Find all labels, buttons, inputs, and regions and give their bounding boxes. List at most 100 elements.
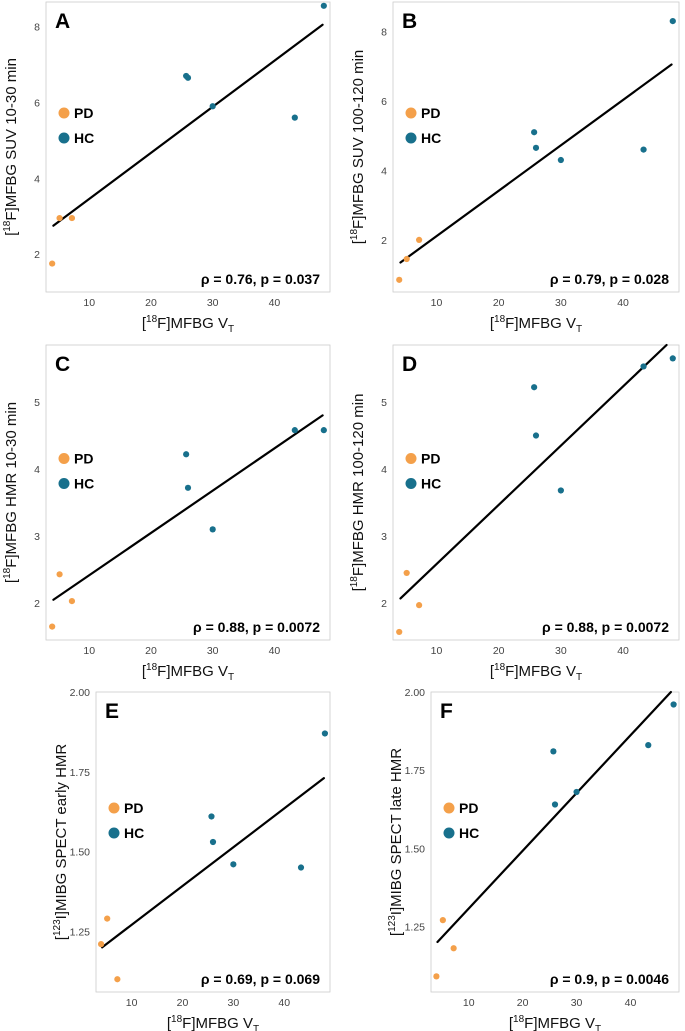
plot-frame	[45, 344, 331, 641]
point-hc	[320, 427, 327, 434]
x-tick-label: 40	[617, 297, 629, 309]
y-tick-label: 1.25	[405, 921, 426, 933]
x-tick-label: 10	[431, 645, 443, 657]
x-tick-label: 10	[83, 297, 95, 309]
point-hc	[550, 748, 557, 755]
point-pd	[396, 628, 403, 636]
x-tick-label: 10	[431, 297, 443, 309]
y-tick-label: 1.50	[70, 847, 91, 859]
legend-marker-hc	[108, 827, 120, 839]
correlation-stat: ρ = 0.88, p = 0.0072	[193, 619, 320, 635]
point-pd	[97, 941, 105, 948]
y-tick-label: 3	[381, 531, 387, 543]
point-hc	[531, 129, 538, 136]
point-hc	[297, 864, 305, 871]
y-tick-label: 1.75	[405, 765, 426, 777]
legend-marker-hc	[405, 132, 417, 144]
y-tick-label: 1.50	[405, 843, 426, 855]
point-hc	[230, 861, 237, 868]
legend-marker-pd	[443, 802, 455, 814]
point-hc	[645, 742, 652, 749]
panel-e: 10 20 30 40 1.25 1.50 1.75 2.00 [18F]MFBG VT [123…	[52, 687, 331, 1031]
point-hc	[557, 487, 564, 494]
legend-label-hc: HC	[421, 130, 441, 146]
point-hc	[320, 2, 327, 9]
regression-line	[52, 23, 324, 227]
y-tick-label: 4	[381, 165, 387, 177]
y-tick-label: 3	[34, 531, 40, 543]
point-hc	[183, 451, 190, 458]
point-pd	[403, 569, 410, 577]
x-tick-label: 20	[493, 297, 505, 309]
y-tick-label: 1.25	[70, 926, 91, 938]
legend-marker-pd	[58, 107, 70, 119]
correlation-stat: ρ = 0.79, p = 0.028	[550, 271, 669, 287]
point-hc	[209, 838, 217, 846]
panel-d: 10 20 30 40 2 3 4 5 [18F]MFBG VT [18F]MFBG HMR 10…	[349, 343, 680, 683]
point-hc	[209, 103, 216, 110]
y-tick-label: 5	[381, 397, 387, 409]
regression-line	[101, 777, 325, 949]
y-tick-label: 6	[381, 96, 387, 108]
x-tick-label: 20	[145, 645, 157, 657]
panel-letter: E	[105, 700, 119, 723]
y-axis-title: [18F]MFBG SUV 100-120 min	[349, 50, 367, 245]
point-hc	[532, 432, 540, 439]
x-tick-label: 30	[571, 997, 583, 1009]
point-pd	[68, 214, 76, 222]
y-tick-label: 4	[34, 173, 40, 185]
point-pd	[433, 973, 440, 980]
y-tick-label: 8	[381, 27, 387, 39]
legend-marker-hc	[58, 478, 70, 489]
legend-label-pd: PD	[459, 800, 478, 816]
correlation-stat: ρ = 0.9, p = 0.0046	[550, 971, 669, 987]
correlation-stat: ρ = 0.69, p = 0.069	[201, 971, 320, 987]
legend-label-pd: PD	[74, 451, 93, 467]
plot-frame	[392, 1, 680, 293]
legend-marker-hc	[405, 478, 417, 489]
panel-letter: B	[402, 10, 417, 33]
y-tick-label: 5	[34, 397, 40, 409]
legend-label-hc: HC	[74, 476, 94, 492]
y-axis-title: [18F]MFBG SUV 10-30 min	[2, 58, 20, 236]
x-tick-label: 20	[493, 645, 505, 657]
y-axis-title: [123I]MIBG SPECT early HMR	[52, 744, 70, 941]
point-pd	[439, 917, 446, 924]
point-pd	[114, 976, 121, 983]
x-tick-label: 30	[555, 297, 567, 309]
panel-letter: A	[55, 10, 70, 33]
y-tick-label: 2.00	[70, 687, 91, 699]
x-axis-title: [18F]MFBG VT	[509, 1014, 601, 1031]
x-tick-label: 40	[278, 997, 290, 1009]
point-hc	[669, 18, 676, 25]
x-axis-title: [18F]MFBG VT	[490, 662, 582, 683]
x-tick-label: 20	[177, 997, 189, 1009]
x-axis-title: [18F]MFBG VT	[142, 314, 234, 335]
regression-line	[52, 414, 324, 601]
x-tick-label: 20	[145, 297, 157, 309]
panel-a: 10 20 30 40 2 4 6 8 [18F]MFBG VT [18F]MFBG SUV 10…	[2, 1, 331, 335]
x-tick-label: 20	[517, 997, 529, 1009]
y-tick-label: 4	[34, 464, 40, 476]
plot-frame	[430, 691, 680, 993]
y-tick-label: 2.00	[405, 687, 426, 699]
point-pd	[49, 260, 56, 267]
correlation-stat: ρ = 0.76, p = 0.037	[201, 271, 320, 287]
point-hc	[184, 74, 192, 81]
x-tick-label: 40	[625, 997, 637, 1009]
legend-label-hc: HC	[459, 825, 479, 841]
point-pd	[49, 623, 56, 630]
x-axis-title: [18F]MFBG VT	[142, 662, 234, 683]
panel-letter: C	[55, 353, 70, 376]
point-hc	[531, 384, 538, 391]
point-hc	[184, 484, 192, 491]
panel-c: 10 20 30 40 2 3 4 5 [18F]MFBG VT [18F]MFBG HMR 10…	[2, 344, 331, 683]
legend-marker-hc	[58, 132, 70, 144]
point-pd	[68, 598, 76, 605]
correlation-stat: ρ = 0.88, p = 0.0072	[542, 619, 669, 635]
point-hc	[291, 114, 298, 121]
point-pd	[56, 214, 63, 222]
x-tick-label: 10	[463, 997, 475, 1009]
point-hc	[532, 144, 540, 151]
point-pd	[56, 571, 63, 578]
